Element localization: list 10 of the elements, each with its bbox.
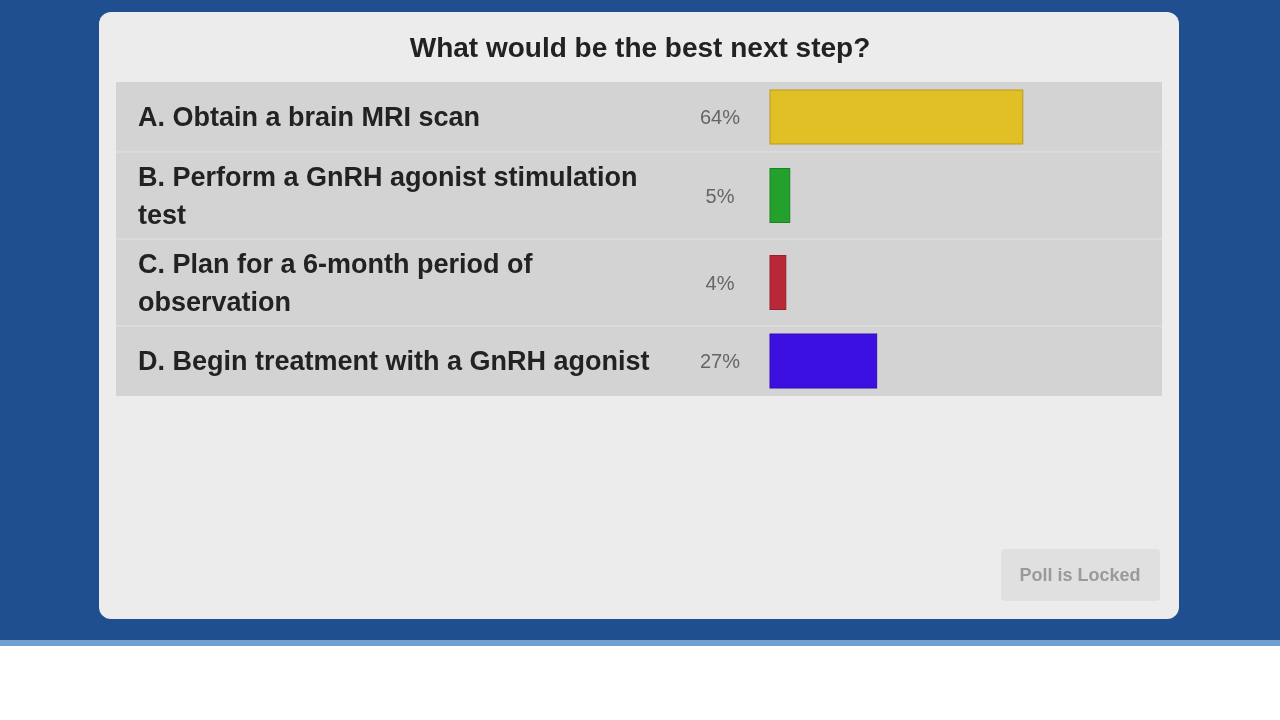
- y-tick-label: A. Obtain a brain MRI scan: [138, 102, 481, 132]
- y-tick-label: D. Begin treatment with a GnRH agonist: [138, 346, 650, 376]
- y-tick-label: B. Perform a GnRH agonist stimulation test: [138, 161, 638, 230]
- chart-title: What would be the best next step?: [409, 31, 871, 63]
- data-label: 27%: [699, 350, 741, 372]
- data-label: 4%: [705, 271, 735, 294]
- data-label: 64%: [699, 106, 741, 128]
- y-tick-label: C. Plan for a 6-month period of observation: [138, 248, 534, 317]
- data-label: 5%: [705, 184, 735, 207]
- poll-button: Poll is Locked: [1001, 549, 1160, 601]
